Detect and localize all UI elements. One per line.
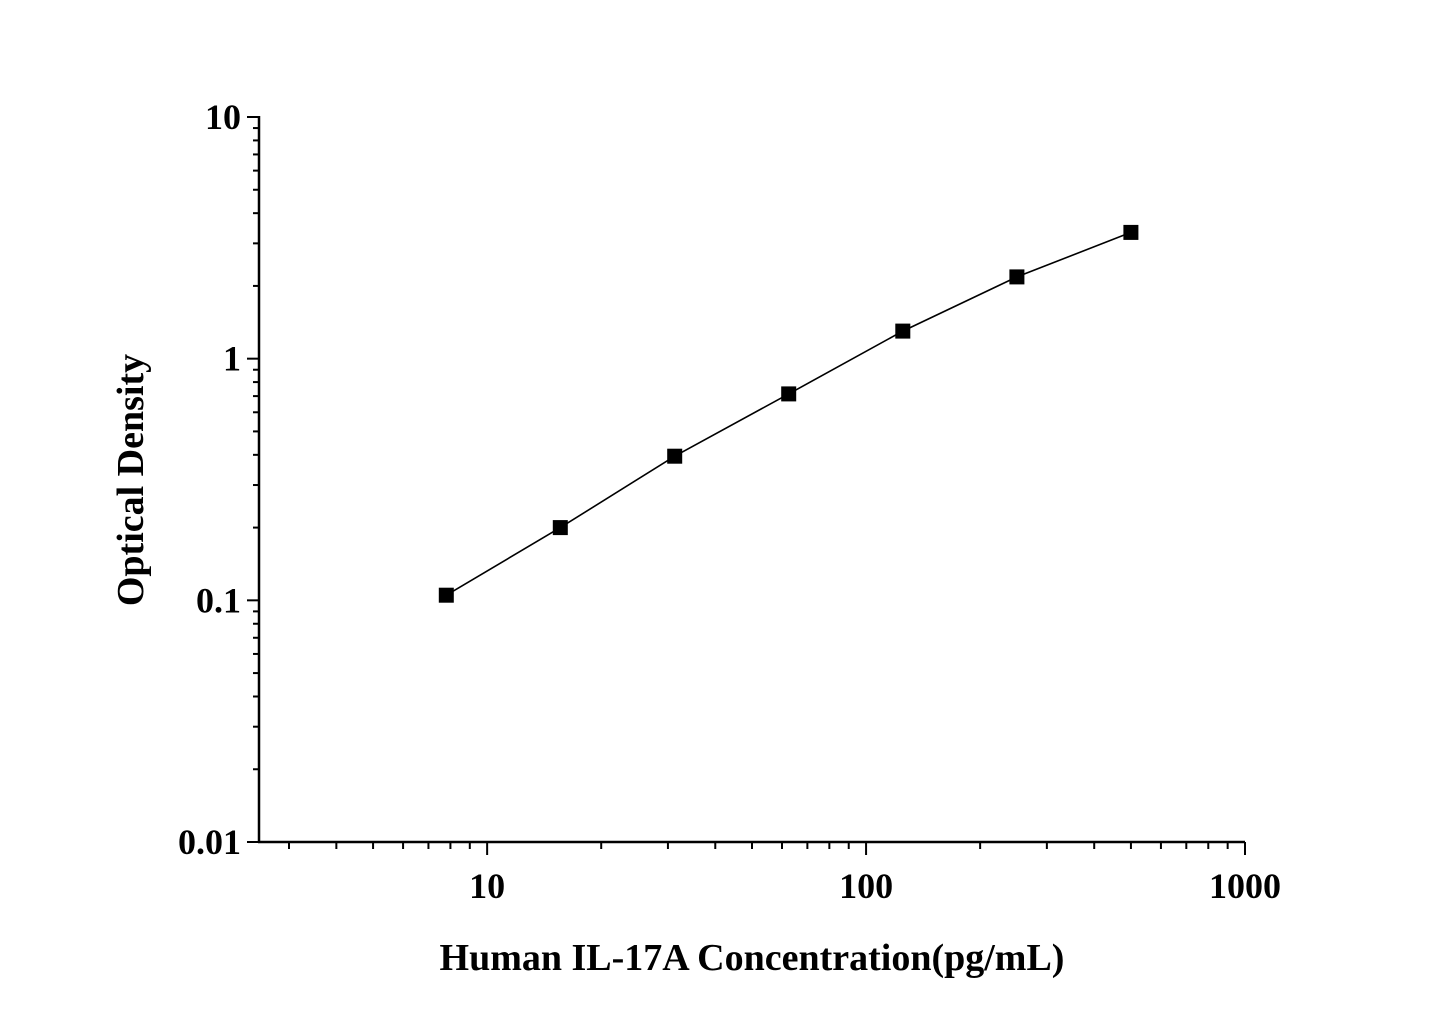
data-point xyxy=(781,386,797,402)
series-line xyxy=(445,231,1132,596)
data-point xyxy=(895,323,911,339)
data-point xyxy=(552,520,568,536)
y-tick-label: 10 xyxy=(205,97,241,137)
x-tick-label: 10 xyxy=(469,866,505,906)
data-point xyxy=(438,587,454,603)
data-series xyxy=(438,224,1139,603)
y-axis-title: Optical Density xyxy=(110,354,152,606)
data-point xyxy=(667,448,683,464)
y-tick-label: 1 xyxy=(223,339,241,379)
x-axis-ticks: 10 100 1000 xyxy=(288,842,1281,906)
x-tick-label: 100 xyxy=(839,866,893,906)
y-tick-label: 0.1 xyxy=(196,580,241,620)
data-point xyxy=(1009,269,1025,285)
y-axis-ticks: 0.01 0.1 1 10 xyxy=(178,97,259,862)
data-point xyxy=(1123,224,1139,240)
y-tick-label: 0.01 xyxy=(178,822,241,862)
x-tick-label: 1000 xyxy=(1209,866,1281,906)
x-axis-title: Human IL-17A Concentration(pg/mL) xyxy=(440,937,1065,979)
